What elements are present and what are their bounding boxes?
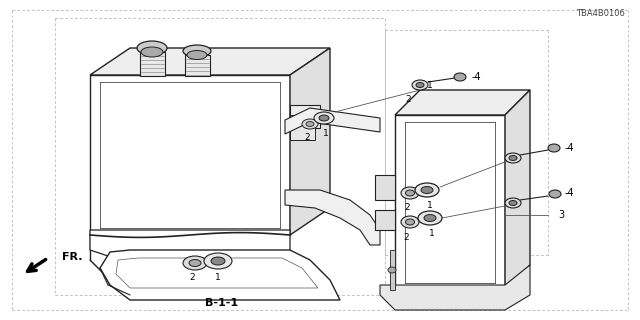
- Text: 1: 1: [427, 82, 433, 91]
- Ellipse shape: [401, 187, 419, 199]
- Ellipse shape: [548, 144, 560, 152]
- Ellipse shape: [412, 80, 428, 90]
- Polygon shape: [290, 105, 320, 128]
- Ellipse shape: [319, 115, 329, 121]
- Text: 2: 2: [405, 95, 411, 105]
- Text: 1: 1: [215, 274, 221, 283]
- Ellipse shape: [314, 112, 334, 124]
- Polygon shape: [90, 75, 290, 235]
- Text: 1: 1: [427, 201, 433, 210]
- Text: 2: 2: [404, 203, 410, 212]
- Text: B-1-1: B-1-1: [205, 298, 239, 308]
- Polygon shape: [375, 175, 395, 200]
- Polygon shape: [140, 52, 165, 76]
- Ellipse shape: [406, 190, 415, 196]
- Ellipse shape: [549, 190, 561, 198]
- Ellipse shape: [415, 183, 439, 197]
- Ellipse shape: [418, 211, 442, 225]
- Text: -4: -4: [565, 143, 575, 153]
- Text: 3: 3: [558, 210, 564, 220]
- Ellipse shape: [416, 83, 424, 87]
- Text: -4: -4: [565, 188, 575, 198]
- Ellipse shape: [509, 156, 517, 161]
- Polygon shape: [185, 55, 210, 76]
- Polygon shape: [505, 90, 530, 290]
- Ellipse shape: [183, 45, 211, 57]
- Ellipse shape: [505, 198, 521, 208]
- Polygon shape: [290, 48, 330, 235]
- Polygon shape: [290, 115, 315, 140]
- Ellipse shape: [388, 267, 396, 273]
- Polygon shape: [90, 48, 330, 75]
- Polygon shape: [375, 210, 395, 230]
- Polygon shape: [285, 108, 380, 134]
- Text: 1: 1: [429, 228, 435, 237]
- Ellipse shape: [137, 41, 167, 55]
- Ellipse shape: [424, 214, 436, 221]
- Text: 2: 2: [189, 274, 195, 283]
- Ellipse shape: [454, 73, 466, 81]
- Text: FR.: FR.: [62, 252, 83, 262]
- Polygon shape: [395, 90, 530, 115]
- Polygon shape: [100, 250, 340, 300]
- Ellipse shape: [187, 51, 207, 60]
- Ellipse shape: [211, 257, 225, 265]
- Ellipse shape: [421, 187, 433, 194]
- Ellipse shape: [505, 153, 521, 163]
- Ellipse shape: [306, 122, 314, 126]
- Ellipse shape: [204, 253, 232, 269]
- Text: TBA4B0106: TBA4B0106: [576, 10, 625, 19]
- Polygon shape: [380, 265, 530, 310]
- Ellipse shape: [509, 201, 517, 205]
- Ellipse shape: [406, 219, 415, 225]
- Polygon shape: [395, 115, 505, 290]
- Ellipse shape: [141, 47, 163, 57]
- Ellipse shape: [401, 216, 419, 228]
- Ellipse shape: [302, 119, 318, 129]
- Polygon shape: [390, 250, 395, 290]
- Ellipse shape: [183, 256, 207, 270]
- Text: 2: 2: [304, 133, 310, 142]
- Text: 2: 2: [403, 233, 409, 242]
- Polygon shape: [90, 230, 290, 285]
- Ellipse shape: [189, 260, 201, 267]
- Text: -4: -4: [472, 72, 482, 82]
- Polygon shape: [285, 190, 380, 245]
- Text: 1: 1: [323, 129, 329, 138]
